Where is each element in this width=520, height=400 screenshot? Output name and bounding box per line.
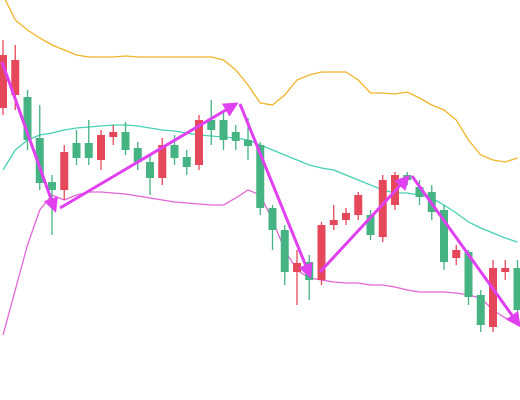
candle-body <box>354 195 363 215</box>
candle-body <box>195 120 203 165</box>
candle-body <box>170 145 179 158</box>
candle-body <box>256 145 265 208</box>
candle-body <box>440 210 448 262</box>
candle-body <box>489 268 497 327</box>
candle-body <box>23 97 32 140</box>
candle-body <box>464 252 473 297</box>
candle-body <box>158 145 167 178</box>
trend-arrows <box>0 61 520 328</box>
band-line <box>4 0 518 163</box>
candle-body <box>146 162 154 178</box>
candle-body <box>268 208 277 230</box>
candle-body <box>280 230 289 272</box>
candle-body <box>219 120 228 140</box>
candle-body <box>121 132 130 150</box>
candle-body <box>35 138 44 183</box>
candle-body <box>72 143 81 158</box>
candle-body <box>60 152 69 190</box>
candle-body <box>11 60 20 95</box>
candle-body <box>84 143 93 158</box>
candle-body <box>317 225 326 280</box>
candle-body <box>501 268 510 272</box>
candle-body <box>378 180 387 237</box>
candle-body <box>476 295 485 325</box>
candle-body <box>109 132 118 137</box>
candle-body <box>452 250 461 258</box>
arrow <box>410 175 520 328</box>
candle-body <box>97 135 105 160</box>
candle-body <box>182 157 191 167</box>
candle-body <box>0 55 7 108</box>
candle-body <box>231 132 240 141</box>
candle-body <box>342 213 350 220</box>
candle-body <box>293 263 301 272</box>
candle-body <box>513 268 520 310</box>
arrow <box>318 174 411 274</box>
arrow <box>59 102 239 210</box>
arrow <box>0 61 59 213</box>
arrow <box>238 103 313 279</box>
candle-body <box>48 182 56 190</box>
candle-body <box>207 120 216 130</box>
candle-body <box>244 140 252 146</box>
candle-body <box>415 187 424 197</box>
candle-body <box>329 220 338 225</box>
candle-body <box>366 215 375 235</box>
candle-body <box>133 148 142 162</box>
candles <box>0 40 520 332</box>
